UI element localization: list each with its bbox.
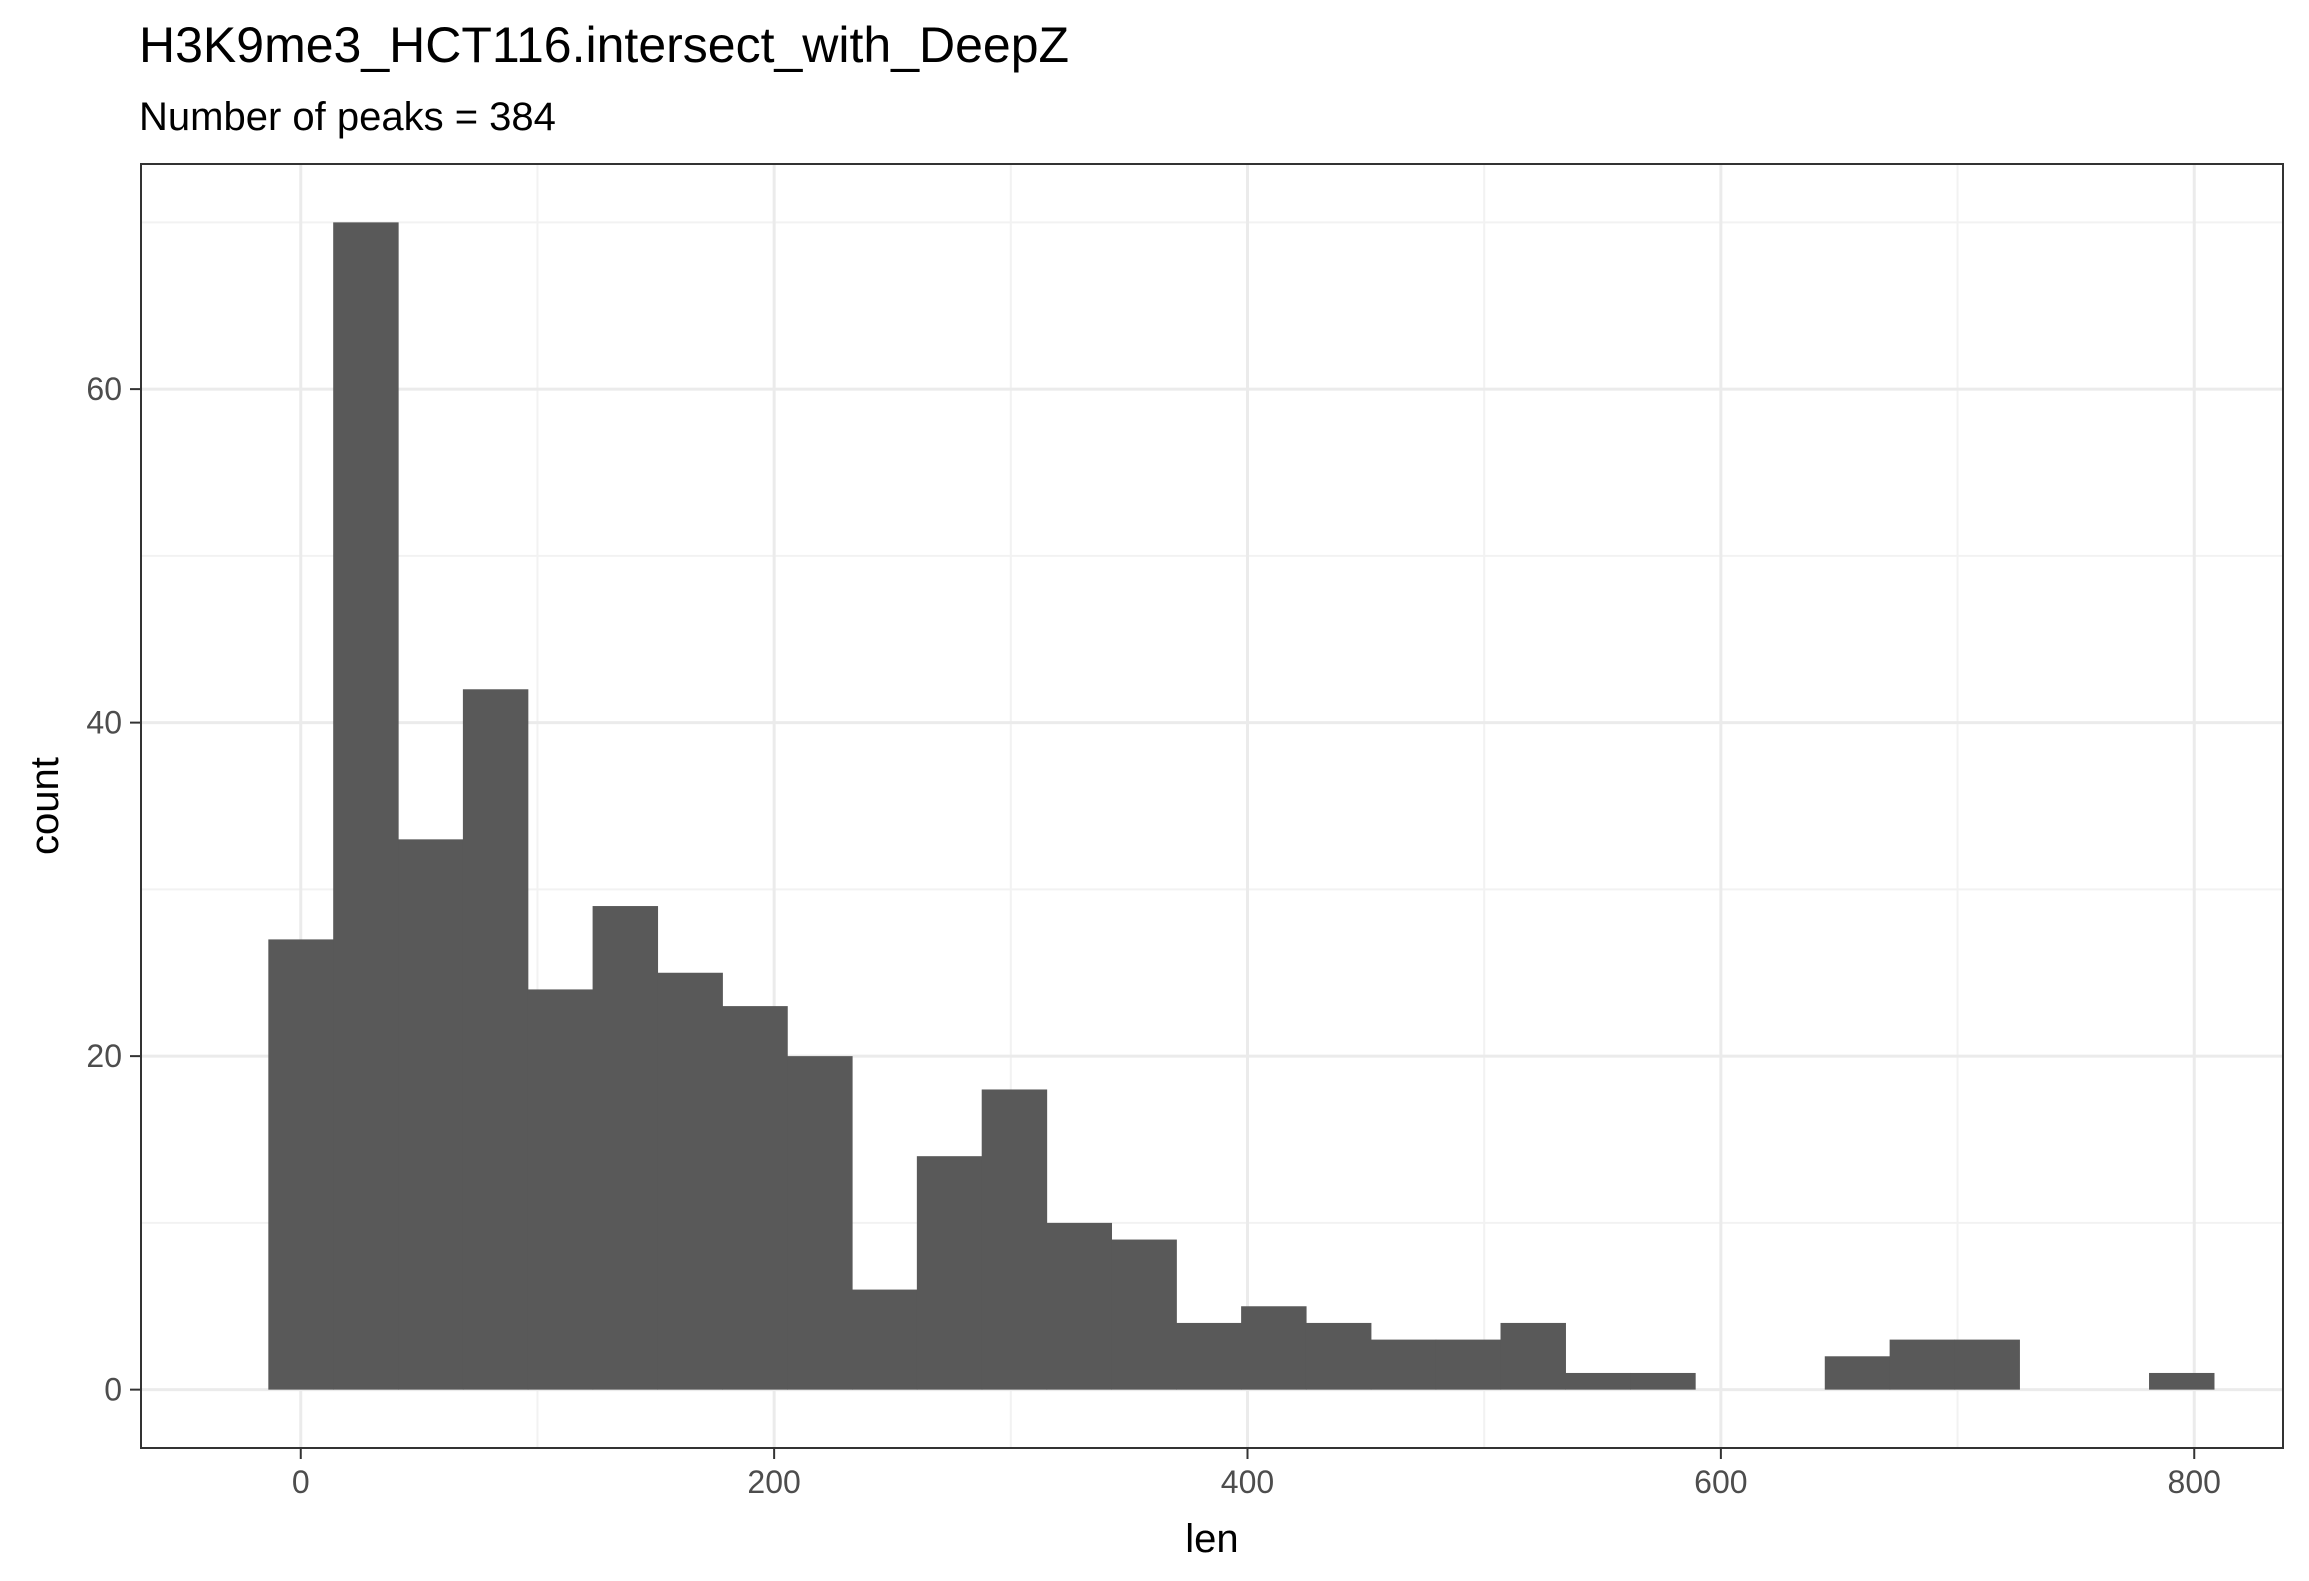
histogram-bar [2149, 1372, 2215, 1390]
histogram-bar [1046, 1222, 1113, 1390]
histogram-bar [981, 1089, 1048, 1390]
histogram-bar [1370, 1339, 1437, 1390]
histogram-bar [527, 989, 594, 1390]
histogram-bar [787, 1056, 853, 1390]
histogram-bar [657, 972, 723, 1390]
x-axis: 0 200 400 600 800 [292, 1448, 2221, 1500]
histogram-bar [1954, 1339, 2020, 1390]
histogram-bar [333, 222, 399, 1390]
y-tick-label: 20 [86, 1038, 122, 1074]
y-tick-label: 0 [104, 1372, 122, 1408]
x-tick-label: 800 [2168, 1464, 2221, 1500]
histogram-bar [1305, 1322, 1372, 1390]
histogram-bar [1500, 1322, 1566, 1390]
x-tick-label: 400 [1221, 1464, 1274, 1500]
plot-panel-border [140, 163, 2284, 1449]
histogram-bar [1241, 1306, 1307, 1390]
histogram-bar [1111, 1239, 1177, 1390]
chart-title: H3K9me3_HCT116.intersect_with_DeepZ [139, 17, 1069, 73]
x-tick-label: 600 [1694, 1464, 1747, 1500]
histogram-bar [398, 839, 464, 1390]
histogram-bar [1565, 1372, 1631, 1390]
histogram-bar [592, 906, 659, 1390]
histogram-bar [268, 939, 334, 1390]
histogram-bar [1630, 1372, 1696, 1390]
histogram-bar [1889, 1339, 1956, 1390]
histogram-bar [916, 1156, 983, 1390]
histogram-bars [268, 222, 2215, 1390]
y-axis-title: count [23, 757, 67, 855]
histogram-bar [1176, 1322, 1242, 1390]
y-tick-label: 40 [86, 705, 122, 741]
x-tick-label: 0 [292, 1464, 310, 1500]
chart-subtitle: Number of peaks = 384 [139, 95, 556, 139]
y-axis: 0 20 40 60 [86, 371, 141, 1408]
histogram-bar [462, 689, 529, 1390]
minor-gridlines [141, 164, 2283, 1448]
histogram-bar [1824, 1356, 1891, 1390]
histogram-bar [852, 1289, 918, 1390]
histogram-bar [722, 1006, 788, 1390]
x-axis-title: len [1185, 1517, 1238, 1561]
histogram-bar [1435, 1339, 1502, 1390]
x-tick-label: 200 [747, 1464, 800, 1500]
y-tick-label: 60 [86, 371, 122, 407]
